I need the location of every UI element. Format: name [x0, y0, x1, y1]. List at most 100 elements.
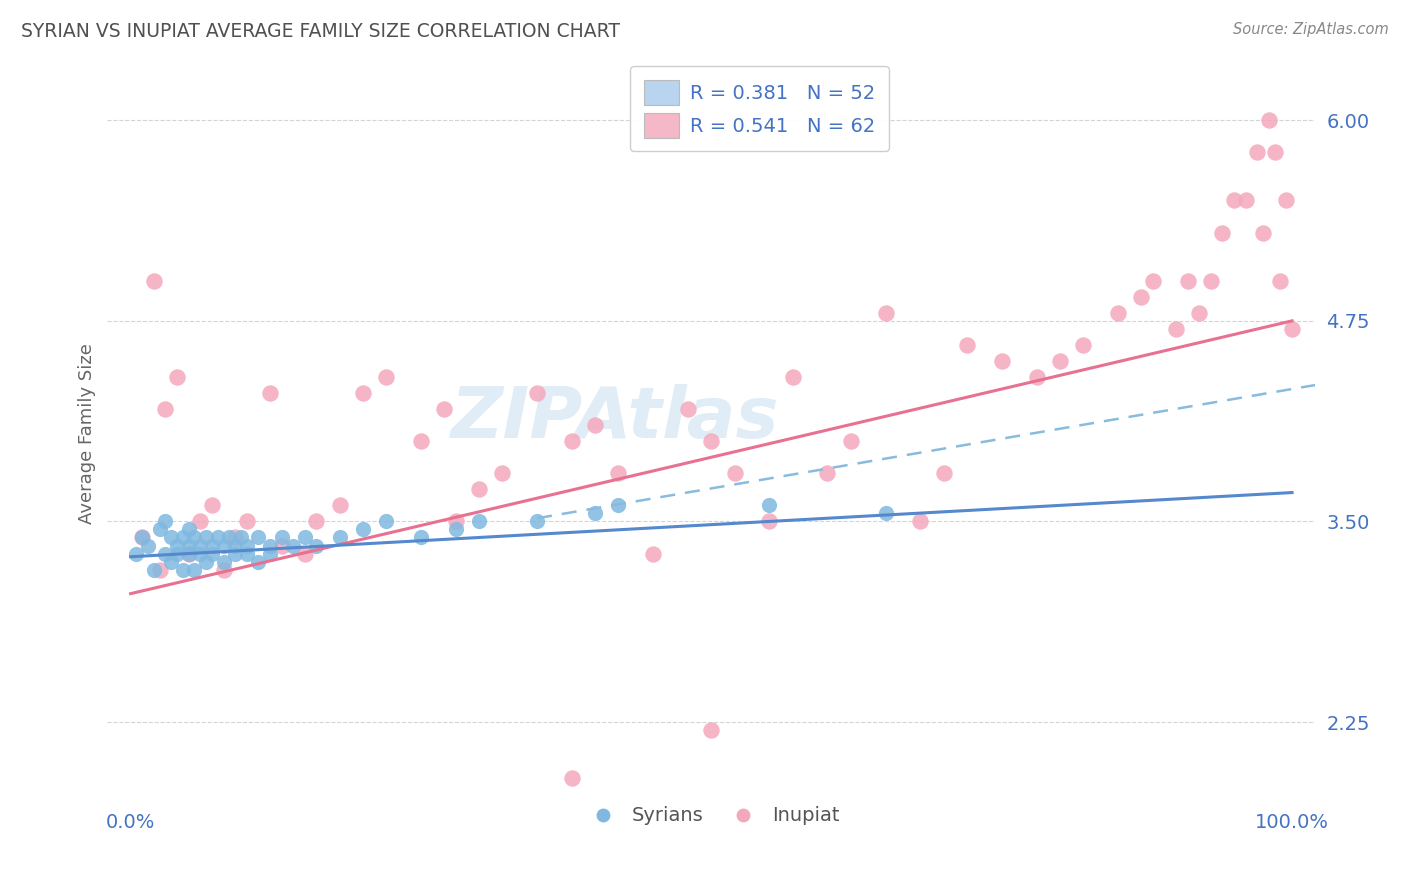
Point	[294, 531, 316, 545]
Point	[259, 547, 281, 561]
Point	[444, 515, 467, 529]
Point	[149, 523, 172, 537]
Point	[270, 531, 292, 545]
Point	[212, 555, 235, 569]
Point	[188, 547, 211, 561]
Point	[142, 563, 165, 577]
Point	[561, 771, 583, 785]
Point	[375, 515, 398, 529]
Point	[583, 507, 606, 521]
Y-axis label: Average Family Size: Average Family Size	[79, 343, 96, 524]
Point	[1275, 194, 1298, 208]
Point	[125, 547, 148, 561]
Point	[375, 370, 398, 384]
Point	[1246, 145, 1268, 160]
Legend: Syrians, Inupiat: Syrians, Inupiat	[575, 798, 846, 833]
Point	[1188, 306, 1211, 320]
Point	[956, 338, 979, 352]
Point	[188, 515, 211, 529]
Point	[1177, 274, 1199, 288]
Point	[875, 507, 897, 521]
Point	[224, 539, 246, 553]
Point	[207, 531, 229, 545]
Point	[1251, 226, 1274, 240]
Point	[607, 467, 630, 481]
Point	[155, 515, 177, 529]
Point	[1257, 113, 1279, 128]
Text: Source: ZipAtlas.com: Source: ZipAtlas.com	[1233, 22, 1389, 37]
Point	[177, 547, 200, 561]
Point	[676, 402, 699, 417]
Text: ZIPAtlas: ZIPAtlas	[450, 384, 779, 453]
Point	[700, 434, 723, 449]
Point	[212, 563, 235, 577]
Point	[218, 531, 240, 545]
Point	[1264, 145, 1286, 160]
Point	[247, 531, 270, 545]
Point	[468, 515, 491, 529]
Point	[643, 547, 665, 561]
Point	[329, 499, 352, 513]
Point	[352, 386, 374, 401]
Point	[224, 531, 246, 545]
Point	[1281, 322, 1303, 336]
Point	[177, 547, 200, 561]
Point	[409, 434, 432, 449]
Point	[1211, 226, 1233, 240]
Point	[155, 547, 177, 561]
Point	[1234, 194, 1257, 208]
Point	[1223, 194, 1246, 208]
Point	[236, 515, 259, 529]
Point	[305, 515, 328, 529]
Point	[910, 515, 932, 529]
Point	[468, 483, 491, 497]
Point	[172, 563, 194, 577]
Point	[229, 531, 252, 545]
Point	[142, 274, 165, 288]
Point	[155, 402, 177, 417]
Point	[236, 547, 259, 561]
Point	[131, 531, 153, 545]
Point	[305, 539, 328, 553]
Point	[352, 523, 374, 537]
Point	[607, 499, 630, 513]
Point	[160, 531, 183, 545]
Point	[1130, 290, 1153, 304]
Point	[166, 547, 188, 561]
Point	[491, 467, 513, 481]
Point	[183, 531, 205, 545]
Point	[195, 555, 218, 569]
Point	[1142, 274, 1164, 288]
Point	[758, 499, 780, 513]
Point	[526, 386, 548, 401]
Point	[160, 555, 183, 569]
Point	[136, 539, 159, 553]
Point	[188, 539, 211, 553]
Point	[817, 467, 839, 481]
Point	[1164, 322, 1187, 336]
Point	[177, 539, 200, 553]
Point	[409, 531, 432, 545]
Point	[177, 523, 200, 537]
Point	[1071, 338, 1094, 352]
Point	[247, 555, 270, 569]
Point	[1199, 274, 1222, 288]
Point	[561, 434, 583, 449]
Point	[201, 547, 224, 561]
Point	[329, 531, 352, 545]
Point	[294, 547, 316, 561]
Point	[1270, 274, 1292, 288]
Point	[212, 539, 235, 553]
Point	[224, 547, 246, 561]
Point	[875, 306, 897, 320]
Point	[172, 531, 194, 545]
Point	[166, 370, 188, 384]
Point	[782, 370, 804, 384]
Point	[1025, 370, 1047, 384]
Point	[700, 723, 723, 737]
Point	[526, 515, 548, 529]
Point	[131, 531, 153, 545]
Point	[259, 386, 281, 401]
Point	[259, 539, 281, 553]
Point	[149, 563, 172, 577]
